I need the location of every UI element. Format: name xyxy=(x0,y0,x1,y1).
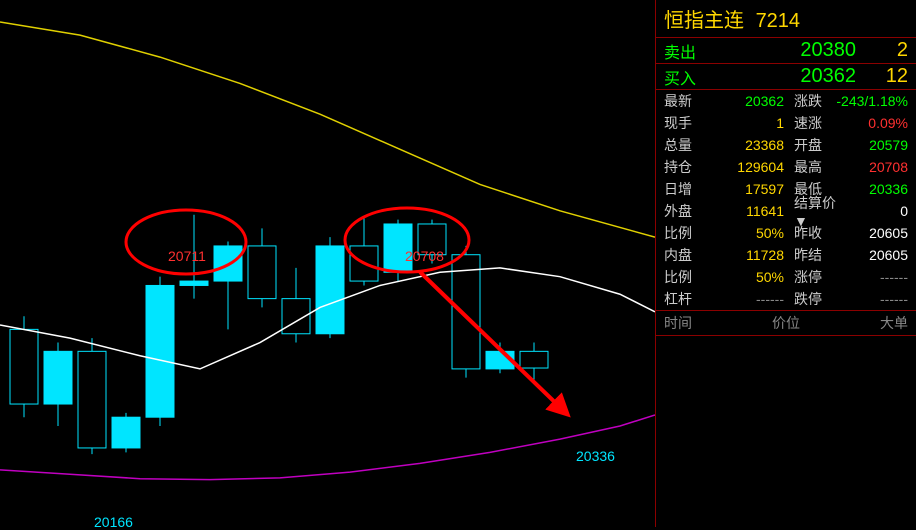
buy-row[interactable]: 买入 20362 12 xyxy=(656,64,916,90)
quote-grid: 最新20362涨跌-243/1.18%现手1速涨0.09%总量23368开盘20… xyxy=(656,90,916,310)
sell-qty: 2 xyxy=(868,39,908,62)
quote-row: 内盘11728昨结20605 xyxy=(656,244,916,266)
quote-value: 20336 xyxy=(836,181,908,197)
quote-value: 50% xyxy=(704,269,784,285)
quote-row: 比例50%涨停------ xyxy=(656,266,916,288)
quote-label: 昨收 xyxy=(784,223,836,243)
quote-label: 持仓 xyxy=(664,157,704,177)
quote-label: 杠杆 xyxy=(664,289,704,309)
quote-value: ------ xyxy=(836,269,908,285)
panel-title: 恒指主连 7214 xyxy=(656,0,916,38)
quote-value: 129604 xyxy=(704,159,784,175)
quote-value: 20708 xyxy=(836,159,908,175)
quote-value: -243/1.18% xyxy=(836,93,908,109)
quote-label: 现手 xyxy=(664,113,704,133)
quote-label: 开盘 xyxy=(784,135,836,155)
quote-row: 持仓129604最高20708 xyxy=(656,156,916,178)
quote-value: 20605 xyxy=(836,225,908,241)
buy-qty: 12 xyxy=(868,65,908,88)
sell-price: 20380 xyxy=(704,39,868,62)
quote-row: 最新20362涨跌-243/1.18% xyxy=(656,90,916,112)
quote-value: 11728 xyxy=(704,247,784,263)
quote-row: 杠杆------跌停------ xyxy=(656,288,916,310)
quote-value: 20605 xyxy=(836,247,908,263)
quote-label: 内盘 xyxy=(664,245,704,265)
quote-value: ------ xyxy=(836,291,908,307)
quote-value: 23368 xyxy=(704,137,784,153)
quote-label: 涨跌 xyxy=(784,91,836,111)
buy-label: 买入 xyxy=(664,65,704,89)
quote-value: ------ xyxy=(704,291,784,307)
instrument-code: 7214 xyxy=(756,10,801,32)
quote-row: 总量23368开盘20579 xyxy=(656,134,916,156)
quote-label: 昨结 xyxy=(784,245,836,265)
quote-value: 0.09% xyxy=(836,115,908,131)
quote-label: 最高 xyxy=(784,157,836,177)
quote-value: 50% xyxy=(704,225,784,241)
quote-value: 20362 xyxy=(704,93,784,109)
quote-panel: 恒指主连 7214 卖出 20380 2 买入 20362 12 最新20362… xyxy=(655,0,916,527)
quote-label: 日增 xyxy=(664,179,704,199)
quote-row: 比例50%昨收20605 xyxy=(656,222,916,244)
sell-label: 卖出 xyxy=(664,39,704,63)
quote-value: 20579 xyxy=(836,137,908,153)
quote-row: 外盘11641结算价▼0 xyxy=(656,200,916,222)
sell-row[interactable]: 卖出 20380 2 xyxy=(656,38,916,64)
quote-label: 速涨 xyxy=(784,113,836,133)
quote-label: 比例 xyxy=(664,223,704,243)
tick-col-time: 时间 xyxy=(664,313,745,333)
quote-label: 总量 xyxy=(664,135,704,155)
quote-label: 涨停 xyxy=(784,267,836,287)
quote-value: 17597 xyxy=(704,181,784,197)
instrument-name: 恒指主连 xyxy=(664,10,744,32)
tick-col-price: 价位 xyxy=(745,313,826,333)
tick-col-big: 大单 xyxy=(827,313,908,333)
quote-value: 11641 xyxy=(704,203,784,219)
quote-value: 0 xyxy=(836,203,908,219)
tick-header: 时间 价位 大单 xyxy=(656,310,916,336)
quote-value: 1 xyxy=(704,115,784,131)
quote-row: 现手1速涨0.09% xyxy=(656,112,916,134)
quote-label: 比例 xyxy=(664,267,704,287)
buy-price: 20362 xyxy=(704,65,868,88)
quote-label: 跌停 xyxy=(784,289,836,309)
chart-area[interactable]: 20711207082016620336 xyxy=(0,0,655,527)
quote-label: 外盘 xyxy=(664,201,704,221)
quote-label: 最新 xyxy=(664,91,704,111)
